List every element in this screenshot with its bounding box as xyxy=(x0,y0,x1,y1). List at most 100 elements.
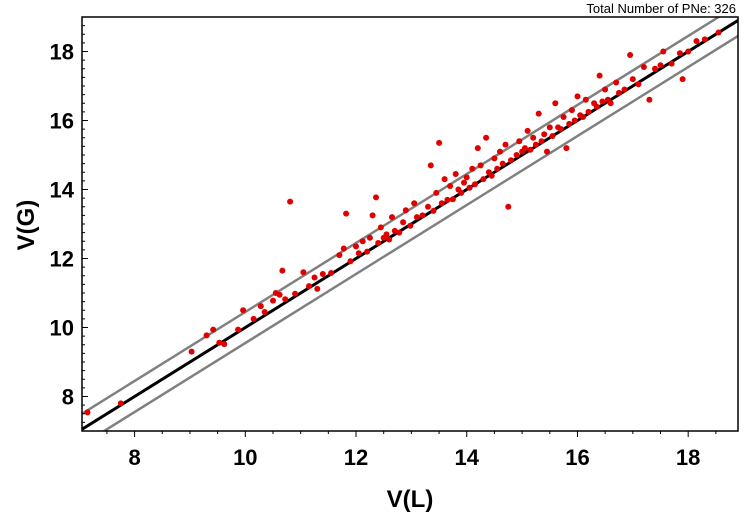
data-point xyxy=(657,62,664,69)
data-point xyxy=(441,176,448,183)
x-axis-label: V(L) xyxy=(387,486,434,513)
data-point xyxy=(425,203,431,210)
data-point xyxy=(353,243,359,250)
data-point xyxy=(560,114,567,120)
data-points xyxy=(84,29,722,416)
data-point xyxy=(407,222,414,229)
data-point xyxy=(535,110,542,117)
data-point xyxy=(521,145,528,152)
data-point xyxy=(499,160,506,167)
data-point xyxy=(270,297,276,304)
data-point xyxy=(216,339,223,346)
data-point xyxy=(282,296,289,303)
data-point xyxy=(328,270,335,276)
data-point xyxy=(436,139,443,146)
data-point xyxy=(340,245,347,252)
data-point xyxy=(596,72,603,79)
data-point xyxy=(613,79,620,86)
data-point xyxy=(433,189,440,196)
x-tick-label: 8 xyxy=(128,445,140,470)
data-point xyxy=(621,86,628,93)
data-point xyxy=(568,107,575,114)
y-axis-label: V(G) xyxy=(13,200,40,251)
data-point xyxy=(616,89,622,96)
data-point xyxy=(419,212,426,219)
data-point xyxy=(668,60,675,67)
data-point xyxy=(336,252,343,259)
data-point xyxy=(300,269,307,276)
data-point xyxy=(373,194,379,201)
data-point xyxy=(311,274,318,281)
data-point xyxy=(84,409,91,416)
data-point xyxy=(494,165,501,172)
data-point xyxy=(480,176,487,183)
data-point xyxy=(343,210,350,217)
data-point xyxy=(375,240,382,246)
total-count-annotation: Total Number of PNe: 326 xyxy=(586,1,736,16)
y-tick-label: 16 xyxy=(50,109,74,134)
data-point xyxy=(640,64,647,70)
data-point xyxy=(430,207,437,214)
data-point xyxy=(483,134,490,141)
x-tick-label: 12 xyxy=(344,445,368,470)
data-point xyxy=(607,100,614,107)
data-point xyxy=(629,76,636,83)
data-point xyxy=(466,184,473,191)
data-point xyxy=(366,234,373,241)
y-tick-label: 12 xyxy=(50,247,74,272)
y-tick-label: 18 xyxy=(50,40,74,65)
data-point xyxy=(411,200,418,207)
data-point xyxy=(240,307,247,314)
data-point xyxy=(502,141,509,148)
data-point xyxy=(585,108,592,115)
data-point xyxy=(571,117,578,124)
data-point xyxy=(477,162,484,169)
data-point xyxy=(447,183,454,189)
data-point xyxy=(413,214,420,221)
data-point xyxy=(203,332,210,339)
data-point xyxy=(541,131,548,138)
data-point xyxy=(359,238,366,245)
data-point xyxy=(117,400,124,407)
data-point xyxy=(513,152,520,158)
data-point xyxy=(279,267,286,274)
data-point xyxy=(701,36,708,43)
reference-line-2 xyxy=(101,34,738,431)
data-point xyxy=(261,309,268,315)
data-point xyxy=(250,315,257,322)
data-point xyxy=(530,134,537,141)
data-point xyxy=(516,138,523,145)
data-point xyxy=(582,96,589,103)
data-point xyxy=(524,127,531,134)
data-point xyxy=(306,283,312,290)
data-point xyxy=(505,203,512,210)
data-point xyxy=(364,248,371,255)
data-point xyxy=(452,171,459,177)
data-point xyxy=(347,258,354,265)
data-point xyxy=(491,155,498,162)
data-point xyxy=(593,103,600,110)
data-point xyxy=(652,65,658,72)
data-point xyxy=(235,326,242,333)
data-point xyxy=(599,98,606,105)
data-point xyxy=(635,81,642,88)
data-point xyxy=(693,38,700,45)
data-point xyxy=(472,181,478,188)
x-axis: 8 10 12 14 16 18 xyxy=(106,431,717,470)
data-point xyxy=(438,200,445,207)
data-point xyxy=(580,114,586,120)
data-point xyxy=(188,348,195,355)
data-point xyxy=(685,48,692,55)
data-point xyxy=(566,120,573,127)
y-tick-label: 14 xyxy=(50,178,75,203)
data-point xyxy=(449,196,456,203)
data-point xyxy=(276,291,283,298)
data-point xyxy=(444,196,451,203)
data-point xyxy=(563,145,570,152)
data-point xyxy=(221,341,228,348)
data-point xyxy=(287,198,294,205)
data-point xyxy=(427,162,434,169)
data-point xyxy=(627,52,634,58)
data-point xyxy=(292,290,299,297)
